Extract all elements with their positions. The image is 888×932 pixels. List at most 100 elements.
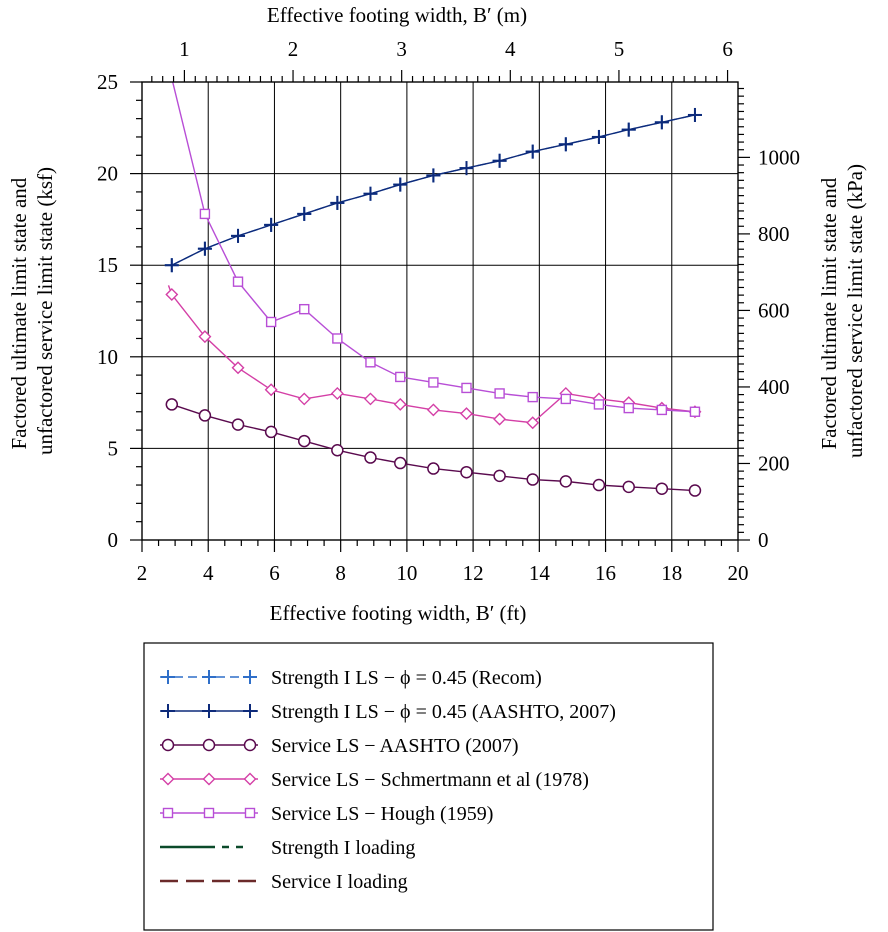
data-point [493,469,506,483]
data-point [363,392,377,406]
data-point [526,473,539,486]
data-point [165,398,179,411]
series-line [171,82,695,413]
x-top-tick-label: 4 [505,37,516,61]
y-right-tick-label: 1000 [758,145,800,169]
data-point [427,462,440,475]
y-tick-label: 10 [97,345,118,369]
y-axis-title: Factored ultimate limit state and unfact… [7,167,57,455]
data-point [231,418,245,431]
data-point [688,484,702,497]
data-point [655,482,669,495]
y-axis-title-right-line-1: Factored ultimate limit state and [817,177,841,449]
data-point [592,478,606,492]
data-point [297,392,311,406]
data-point [656,404,668,416]
x-tick-label: 12 [463,561,484,585]
data-point [622,480,635,494]
legend-marker [243,772,257,786]
legend-marker [243,738,257,752]
series-line [171,114,696,266]
x-top-tick-label: 3 [396,37,407,61]
x-top-tick-label: 1 [179,37,190,61]
y-axis-title-line-1: Factored ultimate limit state and [7,177,31,449]
data-point [364,451,377,464]
legend-item: Strength I loading [160,837,415,859]
y-axis-title-right-line-2: unfactored service limit state (kPa) [843,164,867,458]
data-point [331,443,344,457]
data-point [198,330,212,344]
data-point [593,399,605,410]
data-point [365,357,376,368]
legend-item: Service LS − Schmertmann et al (1978) [160,769,589,791]
legend-box [143,642,714,931]
data-point [231,361,245,375]
x-axis-title-top: Effective footing width, B′ (m) [267,3,527,27]
legend-item: Service I loading [160,871,408,893]
grid-lines [142,82,738,540]
series-2 [165,398,702,497]
data-point [428,377,439,388]
legend-marker [203,807,215,819]
x-top-tick-label: 5 [614,37,625,61]
legend-marker [202,772,216,786]
data-point [493,412,507,426]
x-tick-label: 14 [529,561,551,585]
y-tick-label: 25 [97,70,118,94]
series-line [167,285,696,424]
x-tick-label: 4 [203,561,214,585]
legend-label: Strength I LS − ϕ = 0.45 (AASHTO, 2007) [271,701,616,723]
data-point [330,386,344,400]
x-top-tick-label: 2 [288,37,299,61]
x-tick-label: 16 [595,561,616,585]
data-point [232,276,244,287]
legend-marker [161,738,175,752]
legend-item: Service LS − Hough (1959) [160,803,493,825]
y-right-tick-label: 200 [758,451,790,475]
x-tick-label: 6 [269,561,280,585]
y-tick-label: 20 [97,162,118,186]
legend-marker [202,738,216,752]
x-tick-label: 8 [335,561,346,585]
x-tick-label: 18 [661,561,682,585]
series-line [171,403,695,492]
legend-label: Service LS − Hough (1959) [271,803,493,825]
data-point [299,303,310,315]
data-point [559,475,573,488]
data-point [461,382,472,394]
legend-marker [162,807,174,819]
data-point [623,402,634,414]
data-series [164,82,702,497]
legend-label: Service LS − AASHTO (2007) [271,735,519,757]
legend-item: Service LS − AASHTO (2007) [160,735,519,757]
y-tick-label: 0 [108,528,119,552]
legend-label: Service LS − Schmertmann et al (1978) [271,769,589,791]
data-point [689,406,701,417]
data-point [560,393,572,405]
legend-item: Strength I LS − ϕ = 0.45 (AASHTO, 2007) [160,701,616,723]
series-4 [171,82,701,417]
data-point [394,456,407,470]
y-axis-title-line-2: unfactored service limit state (ksf) [33,167,57,455]
y-right-tick-label: 600 [758,298,790,322]
y-right-tick-label: 0 [758,528,769,552]
data-point [426,403,440,417]
plot-frame [141,81,739,541]
data-point [264,383,278,397]
data-point [494,388,505,399]
axis-ticks [130,70,750,552]
legend-label: Strength I loading [271,837,415,859]
y-axis-title-right: Factored ultimate limit state and unfact… [817,164,867,458]
y-tick-label: 15 [97,253,118,277]
data-point [199,208,211,220]
data-point [526,416,540,430]
y-right-tick-label: 800 [758,222,790,246]
legend-label: Strength I LS − ϕ = 0.45 (Recom) [271,667,542,689]
data-point [393,397,407,411]
x-top-tick-label: 6 [722,37,733,61]
y-tick-label: 5 [108,436,119,460]
legend-item: Strength I LS − ϕ = 0.45 (Recom) [160,667,542,689]
series-0 [164,107,702,273]
series-1 [164,107,702,273]
